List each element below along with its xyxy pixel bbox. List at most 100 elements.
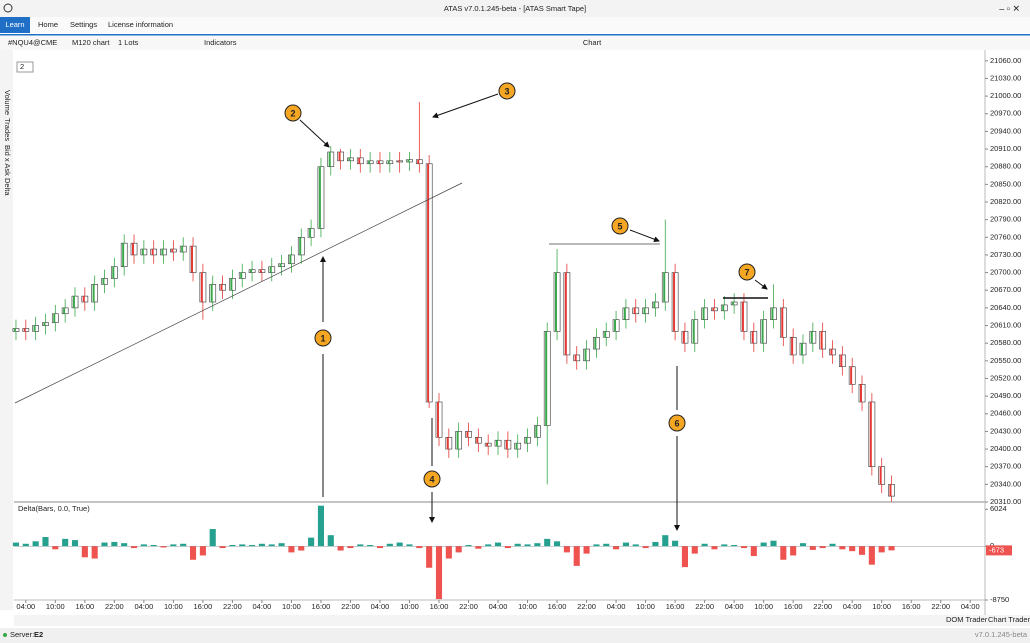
candle-cluster (131, 243, 134, 255)
x-tick-label: 10:00 (282, 602, 301, 611)
candle-cluster (840, 354, 843, 367)
delta-bar (858, 546, 866, 555)
candle-body (888, 484, 895, 497)
candle-body (770, 307, 777, 320)
candle-body (120, 242, 128, 268)
candle-body (839, 354, 846, 368)
delta-bar (32, 541, 39, 547)
candle-body (140, 248, 148, 256)
candle-cluster (633, 307, 636, 314)
delta-bar (376, 546, 384, 549)
candle-cluster (486, 443, 489, 447)
delta-bar (435, 546, 443, 600)
x-tick-label: 16:00 (666, 602, 685, 611)
candle-body (258, 269, 266, 273)
delta-bar (199, 546, 206, 556)
lots[interactable]: 1 Lots (118, 38, 139, 47)
x-tick-label: 04:00 (607, 602, 626, 611)
candle-cluster (604, 331, 607, 338)
delta-bar (130, 546, 138, 549)
annotation-arrows (299, 93, 768, 531)
delta-bar (219, 546, 226, 549)
candle-cluster (309, 228, 312, 238)
y-tick-label: 20940.00 (990, 126, 1021, 135)
x-tick-label: 10:00 (636, 602, 655, 611)
menu-tab-active[interactable] (0, 17, 30, 33)
candle-cluster (564, 272, 567, 355)
server-label: Server: (10, 630, 34, 639)
delta-bar (268, 544, 275, 547)
accent-line (0, 34, 1030, 36)
candle-body (268, 266, 276, 273)
candle-cluster (200, 272, 203, 302)
delta-bar (514, 543, 521, 547)
candle-body (829, 348, 836, 356)
candle-body (858, 384, 866, 403)
delta-bar (62, 538, 69, 547)
delta-bar (701, 543, 708, 547)
candle-cluster (820, 331, 823, 350)
menu-item[interactable]: Home (38, 20, 58, 29)
delta-bar (327, 535, 334, 547)
delta-bar (317, 505, 324, 547)
x-tick-label: 10:00 (164, 602, 183, 611)
menu-item[interactable]: Learn (5, 20, 24, 29)
menu-item[interactable]: License information (108, 20, 173, 29)
x-tick-label: 22:00 (459, 602, 478, 611)
candle-cluster (505, 440, 508, 450)
side-tab[interactable]: Trades (3, 118, 12, 141)
candle-body (809, 331, 817, 344)
candle-cluster (525, 437, 528, 444)
indicators-button[interactable]: Indicators (204, 38, 237, 47)
title-bar (0, 0, 1030, 17)
symbol[interactable]: #NQU4@CME (8, 38, 57, 47)
chart-trader[interactable]: Chart Trader (988, 615, 1030, 624)
candle-body (317, 166, 325, 229)
timeframe[interactable]: M120 chart (72, 38, 110, 47)
side-tab[interactable]: Delta (3, 178, 12, 196)
scrollbar[interactable] (14, 615, 1030, 626)
zoom-value[interactable]: 2 (20, 62, 24, 71)
zoom-box[interactable] (16, 61, 34, 73)
delta-bar (180, 543, 187, 547)
candle-cluster (830, 349, 833, 355)
delta-bar (140, 544, 147, 547)
candle-cluster (269, 266, 272, 273)
x-tick-label: 22:00 (931, 602, 950, 611)
delta-bar (42, 537, 49, 547)
x-tick-label: 22:00 (577, 602, 596, 611)
y-tick-label: 20730.00 (990, 250, 1021, 259)
side-tab[interactable]: Bid x Ask (3, 145, 12, 176)
candle-cluster (791, 337, 794, 355)
delta-bar (465, 545, 472, 547)
delta-bar (52, 546, 59, 550)
candle-cluster (761, 319, 764, 344)
dom-trader[interactable]: DOM Trader (946, 615, 988, 624)
candle-body (711, 307, 718, 312)
delta-bar (868, 546, 875, 565)
delta-bar (672, 540, 679, 547)
candle-body (386, 160, 394, 165)
window-controls[interactable]: – ▫ ✕ (999, 3, 1020, 13)
side-tab[interactable]: Volume (3, 90, 12, 115)
delta-bar (642, 546, 649, 549)
candle-cluster (151, 249, 154, 255)
candle-cluster (161, 249, 164, 255)
y-tick-label: 20550.00 (990, 356, 1021, 365)
delta-bar (249, 545, 256, 547)
candle-cluster (515, 443, 518, 450)
delta-bar (101, 542, 108, 547)
x-tick-label: 22:00 (341, 602, 360, 611)
y-tick-label: 20490.00 (990, 391, 1021, 400)
candle-cluster (279, 263, 282, 267)
candle-body (868, 401, 876, 468)
annotation-number: 5 (617, 221, 622, 231)
candle-body (661, 272, 669, 303)
candle-body (622, 307, 630, 320)
x-tick-label: 16:00 (902, 602, 921, 611)
candle-cluster (92, 284, 95, 302)
x-tick-label: 04:00 (489, 602, 508, 611)
menu-item[interactable]: Settings (70, 20, 97, 29)
delta-bar (121, 543, 128, 547)
candle-cluster (318, 166, 321, 229)
